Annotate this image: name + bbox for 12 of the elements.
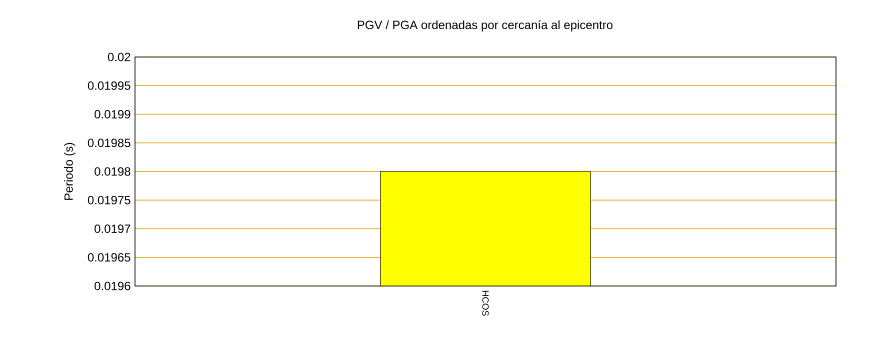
y-axis-title: Periodo (s) bbox=[64, 142, 76, 200]
y-tick-label: 0.01965 bbox=[88, 253, 130, 262]
x-tick-label: HCOS bbox=[482, 290, 489, 316]
chart-title: PGV / PGA ordenadas por cercanía al epicentro bbox=[358, 20, 613, 32]
y-tick-label: 0.0197 bbox=[94, 224, 130, 233]
y-tick-label: 0.02 bbox=[108, 52, 130, 62]
y-tick-label: 0.01975 bbox=[88, 196, 130, 204]
y-tick-label: 0.0198 bbox=[94, 167, 130, 176]
y-tick-label: 0.01995 bbox=[88, 81, 130, 90]
y-tick-label: 0.01985 bbox=[88, 138, 130, 148]
y-tick-label: 0.0196 bbox=[94, 282, 130, 290]
y-tick-label: 0.0199 bbox=[94, 110, 130, 118]
